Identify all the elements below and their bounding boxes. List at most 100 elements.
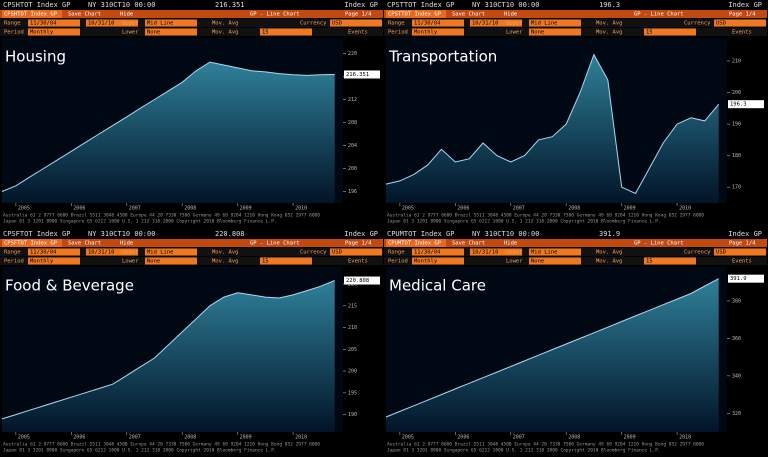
field <box>529 248 581 256</box>
label: USD <box>716 250 726 256</box>
label: Range <box>4 21 21 27</box>
label: 2009 <box>240 435 252 441</box>
label: Japan 81 3 3201 8900 Singapore 65 6212 1… <box>3 219 277 225</box>
label: Period <box>4 259 24 265</box>
label: Lower <box>122 30 139 36</box>
chart-title: Medical Care <box>389 277 486 295</box>
label: USD <box>716 21 726 27</box>
label: 15 <box>646 259 653 265</box>
label: 2008 <box>568 435 580 441</box>
label: 2007 <box>513 206 525 212</box>
label: Save Chart <box>452 241 485 247</box>
label: 11/30/04 <box>414 250 441 256</box>
label: 212 <box>348 97 357 103</box>
field <box>714 248 766 256</box>
label: Lower <box>506 30 523 36</box>
label: Events <box>348 259 368 265</box>
label: Page 1/4 <box>345 241 372 247</box>
field <box>145 19 197 27</box>
label: 15 <box>262 259 269 265</box>
label: GP - Line Chart <box>250 241 300 247</box>
field <box>86 19 138 27</box>
line <box>385 278 719 418</box>
label: CPSHTOT Index GP <box>3 1 70 9</box>
field <box>714 19 766 27</box>
label: 215 <box>348 303 357 309</box>
label: 2008 <box>184 435 196 441</box>
last-box <box>728 274 764 283</box>
label: 2008 <box>184 206 196 212</box>
field <box>529 28 581 36</box>
chart-title: Housing <box>5 48 66 66</box>
label: 11/30/04 <box>30 250 57 256</box>
label: CPSTTOT Index GP <box>388 12 442 18</box>
label: Monthly <box>414 259 438 265</box>
label: Upper <box>506 21 523 27</box>
label: Mov. Avg <box>212 250 239 256</box>
label: Period <box>388 30 408 36</box>
label: 2005 <box>402 435 414 441</box>
chart-title: Food & Beverage <box>5 277 134 295</box>
tab-ticker <box>2 10 62 18</box>
label: 2009 <box>240 206 252 212</box>
label: Mid Line <box>531 250 558 256</box>
label: 380 <box>732 298 741 304</box>
label: 2010 <box>295 206 307 212</box>
label: Mid Line <box>147 21 174 27</box>
field <box>470 248 522 256</box>
label: Mov. Avg <box>212 259 239 265</box>
label: Japan 81 3 3201 8900 Singapore 65 6212 1… <box>387 219 661 225</box>
label: Currency <box>300 21 327 27</box>
label: 2005 <box>18 206 30 212</box>
label: Mov. Avg <box>596 259 623 265</box>
label: Hide <box>504 241 517 247</box>
label: GP - Line Chart <box>634 241 684 247</box>
label: Australia 61 2 9777 8600 Brazil 5511 304… <box>3 442 320 448</box>
label: 2007 <box>129 206 141 212</box>
label: Index GP <box>728 230 762 238</box>
label: 180 <box>732 153 741 159</box>
label: GP - Line Chart <box>250 12 300 18</box>
label: 2009 <box>624 435 636 441</box>
field <box>470 19 522 27</box>
label: Save Chart <box>68 241 101 247</box>
label: 190 <box>348 412 357 418</box>
label: NY 310CT10 00:00 <box>88 230 155 238</box>
label: 204 <box>348 143 357 149</box>
line <box>385 53 720 195</box>
field <box>330 19 382 27</box>
label: 10/31/10 <box>88 250 115 256</box>
label: None <box>147 259 160 265</box>
label: 170 <box>732 185 741 191</box>
label: Mid Line <box>147 250 174 256</box>
label: 208 <box>348 120 357 126</box>
label: 2005 <box>402 206 414 212</box>
label: Period <box>388 259 408 265</box>
line <box>1 61 335 192</box>
label: Hide <box>504 12 517 18</box>
label: USD <box>332 250 342 256</box>
label: 220 <box>348 51 357 57</box>
label: Australia 61 2 9777 8600 Brazil 5511 304… <box>3 213 320 219</box>
field <box>145 28 197 36</box>
tab-ticker <box>2 239 62 247</box>
last-box <box>344 70 380 79</box>
label: GP - Line Chart <box>634 12 684 18</box>
label: 205 <box>348 347 357 353</box>
tab-ticker <box>386 10 446 18</box>
label: 190 <box>732 122 741 128</box>
field <box>145 248 197 256</box>
field <box>260 28 312 36</box>
label: 210 <box>348 325 357 331</box>
label: 10/31/10 <box>472 250 499 256</box>
label: Hide <box>120 241 133 247</box>
label: CPUMTOT Index GP <box>387 230 454 238</box>
label: Mov. Avg <box>212 30 239 36</box>
label: Index GP <box>728 1 762 9</box>
area <box>386 54 719 203</box>
label: 200 <box>732 90 741 96</box>
chart-title: Transportation <box>388 48 497 66</box>
label: Monthly <box>30 259 54 265</box>
label: 2010 <box>679 435 691 441</box>
